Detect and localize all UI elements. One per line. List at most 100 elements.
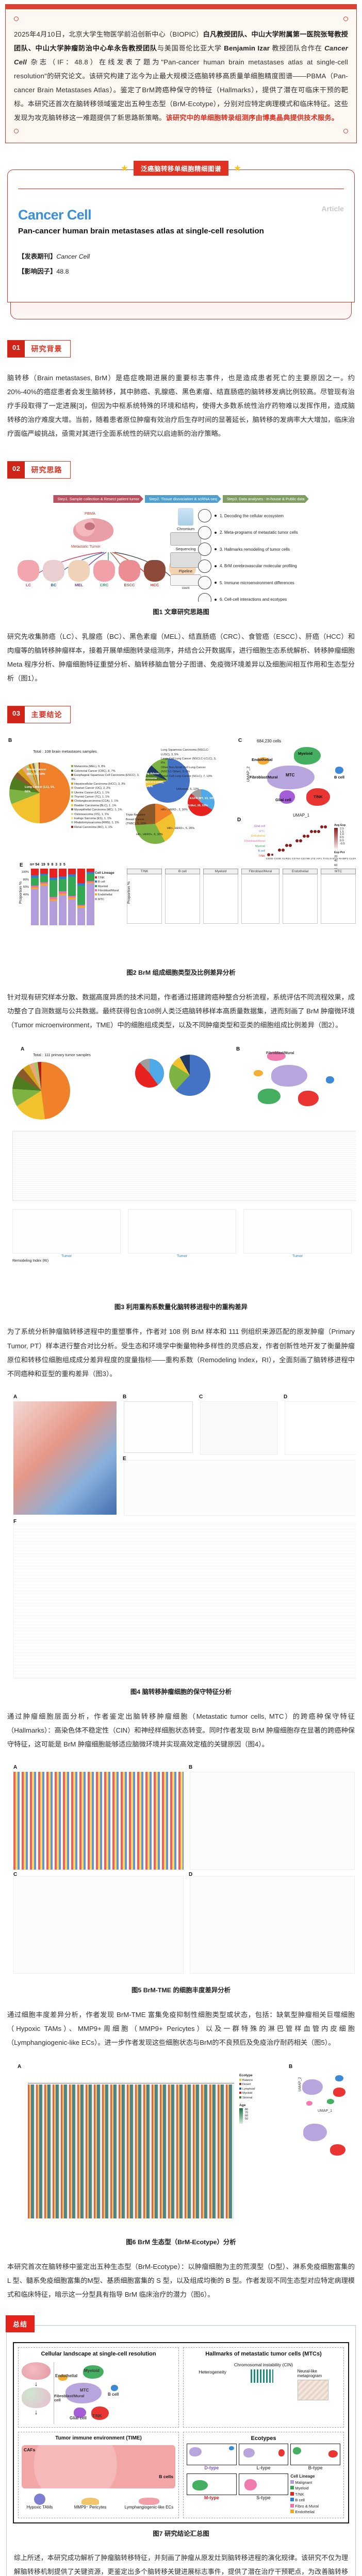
figure-1-body: PBMA Metastatic Tumor LC: [6, 503, 356, 602]
ri-panel: Tumor: [128, 1209, 236, 1263]
panel-letter-e: E: [20, 862, 23, 869]
umap-label: B cell: [334, 775, 345, 780]
pipeline-step-label: Sequencing: [175, 547, 196, 552]
figure-3-image: A Total : 111 primary tumor samples B Fi…: [6, 1044, 356, 1297]
chromosome-icon: [250, 2369, 273, 2383]
legend-item: Myoepithelial Carcinoma (MC), 1, 1%: [71, 808, 141, 812]
figure-3-block: A Total : 111 primary tumor samples B Fi…: [6, 1044, 356, 1311]
figure-7-umap-label: T/NK: [92, 2414, 102, 2419]
figure-7-umap-label: MTC: [80, 2388, 89, 2393]
figure-1-caption: 图1 文章研究思路图: [153, 608, 209, 616]
umap-cluster-bcell: [335, 767, 343, 774]
stacked-bar: [77, 869, 85, 926]
panel-letter-a: A: [13, 1394, 18, 1400]
figure-2-luad-label: Lung Adeno-carcinoma (NSCLC-LUAD), 38, 7…: [142, 772, 164, 789]
box-panel: Endothelial: [283, 869, 318, 924]
section-header-background: 01 研究背景: [7, 340, 71, 358]
figure-7-umap-label: Endothelial: [55, 2374, 78, 2379]
figure-3-pie-lung: [169, 1055, 210, 1096]
intro-part-2: 与美国哥伦比亚大学: [157, 44, 224, 53]
figure-5-panel-c: [13, 1875, 184, 1974]
intro-part-5: Cancer Cell: [14, 44, 348, 66]
dotplot-row-label: Glial cell: [254, 825, 265, 828]
figure-5-heatmap: [13, 1771, 184, 1870]
legend-item: B cell: [290, 2497, 340, 2503]
intro-part-0: 2025年4月10日，北京大学生物医学前沿创新中心（BIOPIC）: [14, 30, 203, 38]
section-header-results: 03 主要结论: [7, 706, 71, 724]
legend-item: Endothelial: [290, 2509, 340, 2515]
intro-part-3: Benjamin Izar: [224, 44, 270, 53]
panel-letter-d: D: [189, 1871, 193, 1877]
legend-item: B cell: [95, 880, 119, 884]
figure-3-caption: 图3 利用重构系数量化脑转移进程中的重构差异: [114, 1303, 248, 1311]
dotplot-row-label: B cell: [258, 850, 265, 853]
box-panel: T/NK: [127, 869, 162, 924]
figure-7-caption: 图7 研究结论汇总图: [153, 2530, 209, 2538]
figure-7-umap: Myeloid Endothelial MTC B cell Fibroblas…: [54, 2362, 175, 2425]
figure-7-title-4: Ecotypes: [251, 2435, 276, 2442]
intro-card: 2025年4月10日，北京大学生物医学前沿创新中心（BIOPIC）白凡教授团队、…: [5, 4, 357, 144]
paragraph-result-5: 本研究首次在脑转移中鉴定出五种生态型（BrM-Ecotype）：以肿瘤细胞为主的…: [7, 2263, 355, 2299]
section-number: 01: [8, 340, 25, 357]
figure-1-pipeline: Chromium Sequencing Pipeline count: [170, 508, 201, 591]
summary-box: 总结 Cellular landscape at single-cell res…: [6, 2315, 356, 2576]
star-icon: ★: [120, 163, 128, 174]
paragraph-summary: 综上所述，本研究成功解析了肿瘤脑转移特征，并刻画了肿瘤从原发灶到脑转移进程的演化…: [14, 2554, 348, 2575]
figure-4-panel-f: [13, 1523, 356, 1679]
paragraph-result-2: 为了系统分析肿瘤脑转移进程中的重塑事件，作者对 108 例 BrM 样本和 11…: [7, 1328, 355, 1378]
dotplot-row-label: Fibroblast/Mural: [244, 840, 265, 843]
figure-2-egfr-wt-label: EGFR-WT, 13, 34%: [190, 797, 216, 801]
figure-6-caption: 图6 BrM 生态型（BrM-Ecotype）分析: [126, 2239, 236, 2246]
intro-part-1: 白凡教授团队、中山大学附属第一医院张弩教授团队、中山大学肿瘤防治中心牟永告教授团…: [14, 30, 349, 53]
legend-item: Other Non-Small Cell Lung Cancer (NSCLC-…: [161, 766, 206, 774]
panel-letter-c: C: [199, 1394, 203, 1400]
meta-if-key: 【影响因子】: [18, 268, 57, 276]
endothelial-cell-icon: [139, 2497, 159, 2505]
figure-7-umap-label: Glial cell: [70, 2416, 87, 2421]
panel-letter-f: F: [13, 1518, 17, 1524]
legend-item: Thyroid Cancer (TC), 1, 1%: [71, 795, 141, 799]
ribbon-row: ★ 泛癌脑转移单细胞精细图谱 ★: [7, 161, 355, 176]
metaprogram-matrix-icon: [297, 2379, 328, 2400]
cancer-type-label: CRC: [100, 583, 109, 588]
intro-corner-row-bottom: [14, 129, 348, 134]
figure-7-bcells-label: B cells: [159, 2473, 173, 2479]
section-title: 研究思路: [25, 462, 71, 479]
figure-2-image: B Total : 108 brain metastases samples M…: [6, 736, 356, 963]
panel-letter-b: B: [8, 738, 12, 744]
legend-item: Fibro & Mural: [290, 2503, 340, 2509]
tumor-tissue-icon: CAFs B cells: [22, 2445, 175, 2488]
figure-2-caption: 图2 BrM 组成细胞类型及比例差异分析: [126, 969, 236, 977]
analysis-item: 2. Meta-programs of metastatic tumor cel…: [198, 526, 353, 539]
ri-panel: Tumor Remodeling Index (RI): [12, 1209, 121, 1263]
figure-6-block: A Ecotype Balance Desert Lymphoid Myeloi…: [6, 2062, 356, 2246]
figure-2-stack-n: n= 54 19 9 8 3 3 5: [30, 863, 65, 867]
bullet-icon: [215, 565, 217, 567]
legend-item: Rhabdomyosarcoma (RMS), 1, 1%: [71, 821, 141, 825]
figure-2-pie-bc-label: Breast Cancer (BC), 20, 19%: [27, 768, 46, 776]
legend-item: Small Cell Lung Cancer (SCLC), 7, 13%: [161, 774, 212, 778]
meta-if-value: 48.8: [56, 268, 69, 276]
panel-letter-e: E: [123, 1455, 126, 1462]
figure-6-umap-xlabel: UMAP_1: [318, 2109, 333, 2113]
figure-7-cin-label: Chromosomal instability (CIN): [234, 2362, 293, 2368]
legend-item: T/NK: [95, 876, 119, 880]
figure-2-pie-legend: Melanoma (MEL), 9, 8% Colorectal Cancer …: [71, 765, 141, 829]
figure-2-pie-bc-subtype: [135, 804, 175, 844]
figure-3-pt-title: Total : 111 primary tumor samples: [33, 1053, 91, 1058]
figure-2-pie-cancer-types: [9, 762, 70, 824]
analysis-thumb-icon: [198, 509, 211, 523]
figure-1-step-3: Step3. Data analyses : In-house & Public…: [223, 495, 309, 503]
umap-label: Endothelial: [252, 757, 273, 762]
paragraph-background: 脑转移（Brain metastases, BrM）是癌症晚期进展的重要标志事件…: [7, 374, 355, 437]
section-title: 主要结论: [25, 706, 71, 723]
panel-letter-a: A: [18, 2064, 22, 2070]
cancer-type-item: MEL: [68, 560, 90, 587]
legend-item: Osteosarcoma (OS), 1, 1%: [71, 812, 141, 817]
panel-letter-d: D: [284, 1394, 288, 1400]
analysis-label: 2. Meta-programs of metastatic tumor cel…: [220, 530, 298, 535]
legend-item: Malignant: [290, 2480, 340, 2485]
legend-item: Endothelial: [95, 893, 119, 897]
skin-icon: [68, 560, 90, 582]
figure-2-lineage-legend: Cell Lineage T/NK B cell Myeloid Fibrobl…: [95, 871, 119, 901]
